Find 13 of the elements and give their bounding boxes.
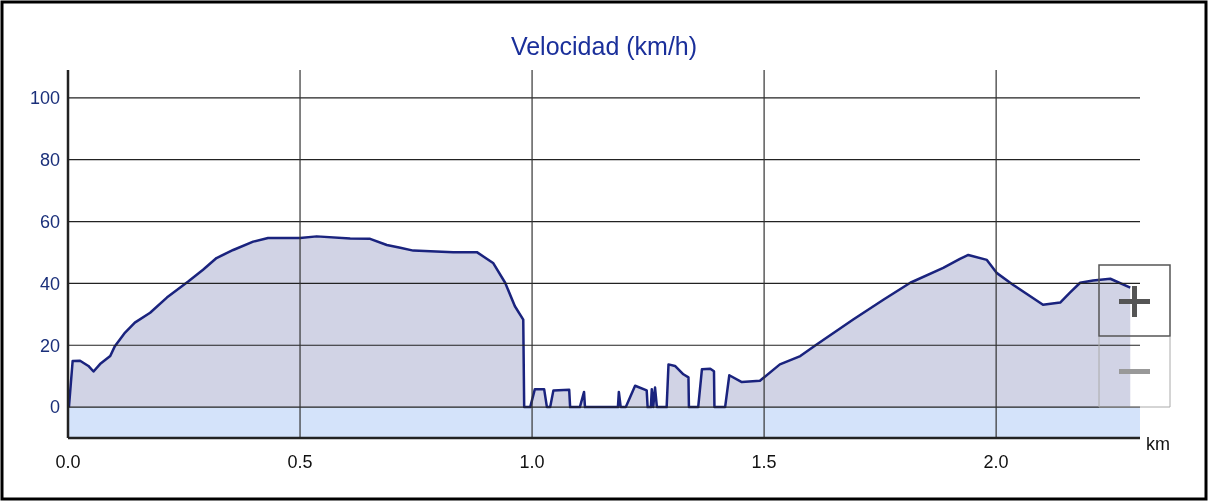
- x-tick-label: 0.0: [55, 452, 81, 472]
- x-tick-label: 1.0: [519, 452, 545, 472]
- x-tick-label: 0.5: [287, 452, 313, 472]
- y-tick-label: 80: [39, 149, 60, 170]
- y-tick-label: 20: [39, 335, 60, 356]
- x-tick-label: 2.0: [983, 452, 1009, 472]
- x-tick-label: 1.5: [751, 452, 777, 472]
- y-tick-label: 0: [49, 397, 60, 418]
- chart-title: Velocidad (km/h): [510, 32, 698, 60]
- x-axis-title: km: [1146, 434, 1170, 454]
- y-tick-label: 40: [39, 273, 60, 294]
- y-tick-label: 60: [39, 211, 60, 232]
- y-tick-label: 100: [29, 88, 60, 109]
